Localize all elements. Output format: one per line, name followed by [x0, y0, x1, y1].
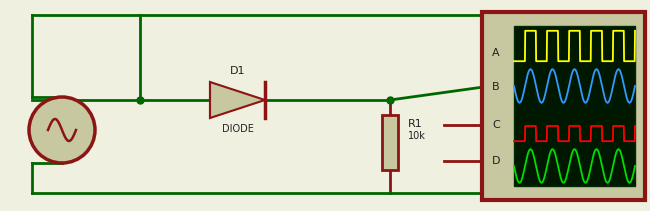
- Text: DIODE: DIODE: [222, 124, 254, 134]
- Text: D1: D1: [229, 66, 245, 76]
- Bar: [482, 12, 645, 200]
- Circle shape: [29, 97, 95, 163]
- Text: A: A: [492, 48, 500, 58]
- Text: B: B: [492, 82, 500, 92]
- Text: C: C: [492, 120, 500, 130]
- Polygon shape: [210, 82, 265, 118]
- Text: D: D: [492, 156, 500, 165]
- Text: 10k: 10k: [408, 131, 426, 141]
- Text: R1: R1: [408, 119, 422, 129]
- Bar: [514, 26, 635, 186]
- Bar: [382, 115, 398, 170]
